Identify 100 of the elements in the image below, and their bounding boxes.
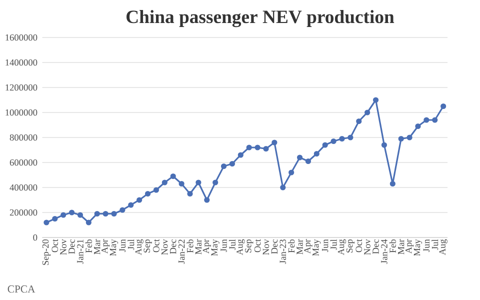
x-tick-label: Jun (423, 239, 430, 252)
x-tick-label: Aug (135, 239, 144, 256)
point (153, 187, 160, 193)
x-tick-label: Aug (236, 239, 245, 256)
x-tick-label: Sep (144, 239, 152, 252)
x-tick-label: Feb (186, 239, 194, 253)
point (94, 210, 100, 217)
x-tick-label: Nov (364, 239, 370, 255)
y-tick-label: 400000 (10, 184, 38, 191)
point (204, 197, 210, 203)
point (280, 184, 286, 190)
point (128, 202, 134, 208)
point (220, 163, 227, 170)
x-tick-label: Aug (338, 239, 346, 256)
x-tick-label: Dec (271, 239, 278, 254)
x-tick-label: Aug (439, 239, 448, 256)
point (305, 158, 312, 164)
point (424, 117, 430, 123)
x-tick-label: Oct (153, 239, 160, 252)
point (178, 180, 184, 187)
point (238, 152, 244, 158)
x-tick-label: Sep-20 (42, 239, 51, 265)
point (136, 197, 142, 203)
x-tick-label: Oct (254, 239, 261, 252)
point (390, 180, 396, 187)
x-tick-label: May (312, 239, 321, 256)
x-tick-label: Dec (372, 239, 379, 254)
x-tick-label: Feb (288, 239, 295, 253)
point (212, 180, 218, 186)
text: CPCA (8, 285, 36, 293)
x-tick-label: Mar (398, 239, 404, 254)
point (52, 216, 58, 222)
x-tick-label: Nov (162, 239, 168, 255)
point (406, 134, 412, 140)
x-tick-label: Apr (202, 239, 211, 254)
point (86, 220, 92, 226)
point (229, 160, 236, 167)
y-tick-label: 1400000 (6, 59, 38, 66)
point (356, 118, 362, 124)
x-tick-label: Sep (346, 239, 355, 252)
x-tick-label: Dec (68, 239, 75, 254)
point (288, 170, 294, 176)
x-tick-label: Feb (85, 239, 92, 253)
y-tick-label: 800000 (10, 134, 38, 141)
point (372, 97, 379, 103)
point (348, 134, 354, 140)
point (196, 180, 202, 186)
point (314, 150, 320, 157)
point (339, 136, 345, 142)
point (272, 140, 278, 146)
point (263, 146, 269, 152)
y-tick-label: 0 (33, 234, 38, 241)
x-tick-label: Mar (296, 239, 303, 254)
y-tick-label: 1200000 (6, 84, 38, 91)
x-tick-label: Oct (52, 239, 58, 252)
point (170, 173, 176, 180)
point (102, 210, 108, 217)
x-tick-label: Jan-21 (77, 240, 84, 264)
x-tick-label: May (211, 239, 220, 256)
x-tick-label: Dec (170, 239, 176, 254)
point (77, 212, 84, 218)
x-tick-label: May (110, 239, 118, 256)
point (330, 138, 336, 144)
point (398, 136, 404, 142)
point (296, 154, 303, 160)
point (120, 207, 126, 213)
point (68, 210, 75, 216)
point (415, 123, 421, 130)
y-tick-label: 1600000 (6, 34, 38, 41)
x-tick-label: Apr (304, 239, 312, 254)
x-tick-label: Sep (245, 239, 254, 252)
x-tick-label: Jan-24 (381, 239, 388, 264)
point (246, 144, 252, 150)
x-tick-label: Nov (60, 239, 66, 255)
y-tick-label: 1000000 (6, 109, 38, 116)
point (440, 103, 446, 110)
point (60, 212, 66, 218)
x-tick-label: Jul (228, 239, 236, 250)
point (254, 144, 260, 150)
point (432, 117, 438, 123)
point (44, 220, 50, 226)
x-tick-label: Jul (128, 239, 134, 250)
y-tick-label: 200000 (10, 209, 38, 216)
point (162, 180, 168, 186)
x-tick-label: Jun (220, 239, 227, 252)
point (144, 190, 151, 197)
x-tick-label: Mar (94, 239, 100, 254)
x-tick-label: Jul (432, 239, 438, 250)
x-tick-label: Oct (356, 239, 362, 252)
x-tick-label: May (414, 239, 422, 256)
x-tick-label: Apr (102, 239, 110, 254)
point (187, 190, 193, 197)
point (364, 110, 370, 116)
x-tick-label: Jul (330, 239, 337, 250)
x-tick-label: Feb (389, 239, 396, 253)
chart-title: China passenger NEV production (126, 10, 394, 28)
x-tick-label: Apr (405, 239, 414, 254)
y-tick-label: 600000 (10, 159, 38, 166)
x-tick-label: Mar (195, 239, 202, 254)
point (111, 210, 117, 217)
